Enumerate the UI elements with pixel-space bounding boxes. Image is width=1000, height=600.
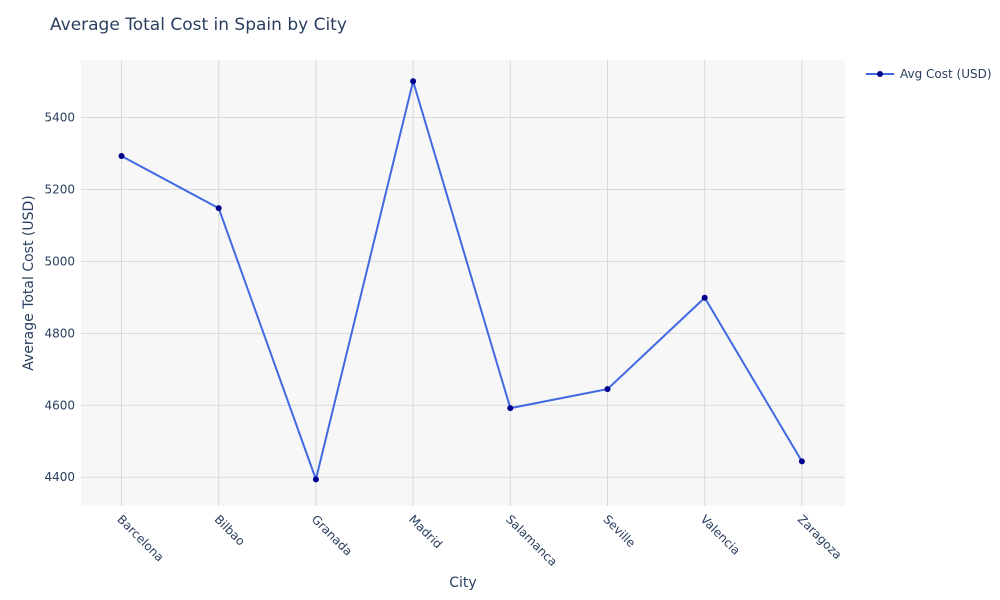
data-point[interactable]: [604, 386, 611, 393]
x-tick-label: Seville: [600, 512, 638, 550]
x-tick-label: Barcelona: [114, 512, 166, 564]
x-tick-label: Bilbao: [212, 512, 248, 548]
x-axis-title: City: [449, 575, 476, 591]
series-layer: [118, 77, 805, 483]
chart-title: Average Total Cost in Spain by City: [50, 15, 347, 35]
y-tick-label: 4800: [44, 326, 75, 340]
legend-marker-icon: [877, 71, 883, 77]
y-tick-label: 4400: [44, 470, 75, 484]
data-point[interactable]: [507, 405, 514, 412]
x-tick-label: Valencia: [698, 512, 743, 557]
x-tick-label: Zaragoza: [795, 512, 845, 562]
plot-background: [81, 60, 845, 506]
data-point[interactable]: [410, 78, 417, 85]
data-point[interactable]: [701, 294, 708, 301]
legend-label: Avg Cost (USD): [900, 67, 992, 81]
data-point[interactable]: [798, 458, 805, 465]
series-line: [121, 77, 803, 483]
x-tick-label: Granada: [309, 512, 355, 558]
grid-layer: [81, 60, 845, 506]
data-point[interactable]: [215, 205, 222, 212]
x-tick-label: Madrid: [406, 512, 445, 551]
y-tick-label: 4600: [44, 398, 75, 412]
y-tick-label: 5200: [44, 182, 75, 196]
legend[interactable]: Avg Cost (USD): [866, 67, 992, 81]
y-tick-label: 5400: [44, 111, 75, 125]
y-tick-label: 5000: [44, 254, 75, 268]
y-axis-title: Average Total Cost (USD): [21, 195, 37, 371]
x-tick-label: Salamanca: [503, 512, 560, 569]
data-point[interactable]: [312, 476, 319, 483]
data-point[interactable]: [118, 153, 125, 160]
